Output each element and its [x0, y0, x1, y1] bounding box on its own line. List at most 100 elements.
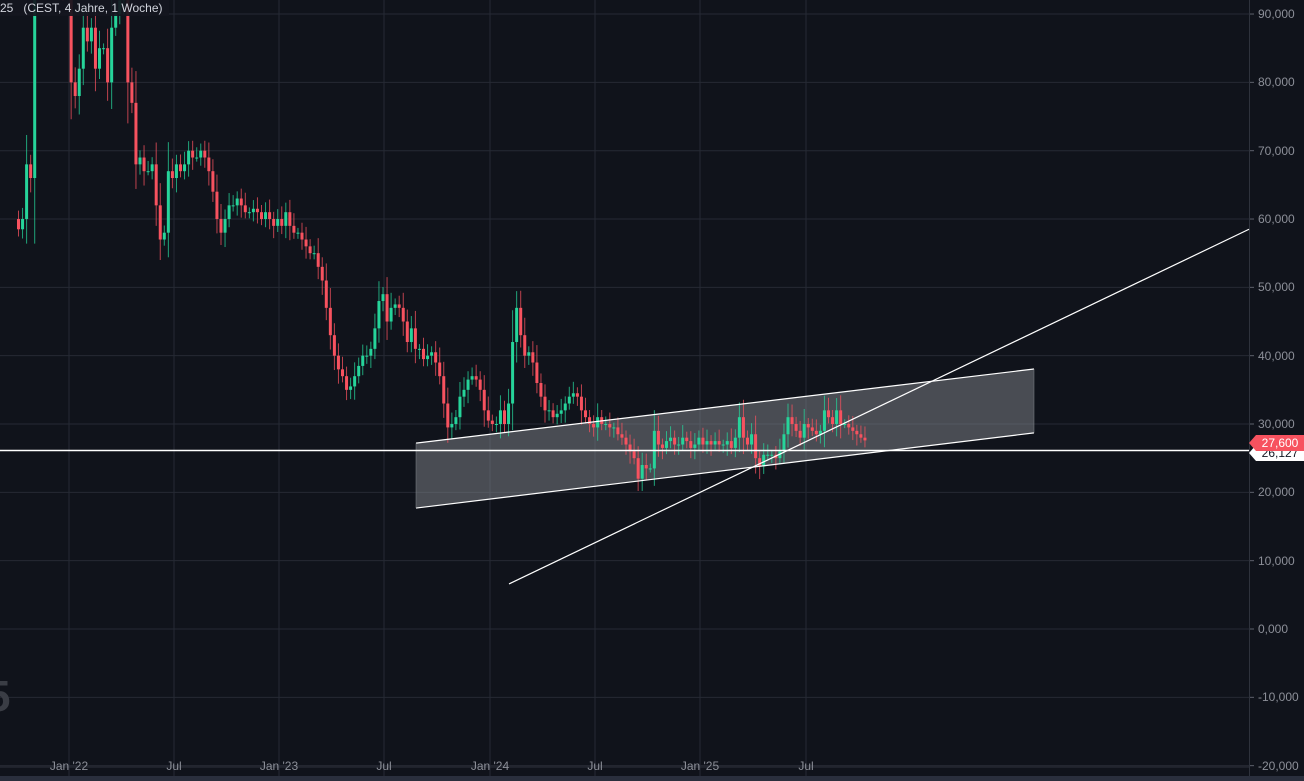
candle-body — [571, 393, 575, 397]
candle-body — [211, 171, 215, 192]
candle-body — [142, 157, 146, 172]
candle-body — [345, 376, 349, 390]
candle-body — [729, 441, 733, 448]
candle-body — [292, 225, 296, 233]
candle-body — [632, 451, 636, 459]
candle-body — [251, 208, 255, 213]
candle-body — [523, 335, 527, 356]
candle-body — [616, 427, 620, 435]
candle-body — [567, 396, 571, 404]
candle-body — [750, 434, 754, 445]
candle-body — [717, 441, 721, 445]
candle-body — [498, 410, 502, 425]
candle-body — [713, 441, 717, 445]
candle-body — [389, 307, 393, 322]
candle-body — [555, 413, 559, 418]
candle-body — [746, 437, 749, 445]
candle-body — [102, 48, 106, 50]
candle-body — [741, 417, 745, 438]
candle-body — [235, 198, 239, 206]
candle-body — [417, 348, 421, 350]
price-axis-label: 50,000 — [1258, 280, 1295, 295]
candle-body — [847, 424, 851, 428]
candle-body — [215, 191, 219, 220]
candle-body — [798, 430, 802, 438]
candle-body — [179, 164, 182, 172]
candle-body — [563, 403, 567, 411]
candle-body — [494, 424, 498, 426]
candle-body — [381, 294, 385, 302]
candle-body — [810, 427, 814, 431]
candle-body — [81, 27, 85, 69]
candle-body — [264, 212, 268, 220]
candle-body — [831, 417, 835, 425]
time-axis-label: Jan '23 — [259, 759, 299, 773]
candle-body — [304, 239, 308, 247]
candle-body — [422, 348, 425, 360]
candle-body — [369, 348, 373, 356]
candle-body — [843, 424, 847, 426]
candle-body — [77, 68, 81, 97]
candle-body — [737, 417, 741, 438]
candle-body — [357, 365, 361, 377]
candle-body — [187, 150, 191, 165]
candle-body — [454, 417, 458, 425]
candle-body — [223, 219, 227, 233]
candle-body — [814, 430, 818, 435]
candle-body — [203, 150, 207, 158]
candle-body — [519, 307, 523, 336]
price-axis-label: -10,000 — [1258, 690, 1299, 705]
candle-body — [17, 219, 20, 230]
candle-body — [377, 301, 381, 329]
candle-body — [405, 321, 409, 343]
candle-body — [413, 328, 417, 349]
candle-body — [778, 451, 782, 459]
candle-body — [620, 434, 624, 438]
candle-body — [721, 444, 725, 446]
candle-body — [806, 424, 810, 428]
candle-body — [608, 424, 612, 428]
candle-body — [341, 369, 344, 377]
candle-body — [640, 465, 644, 479]
chart-legend: 25 (CEST, 4 Jahre, 1 Woche) — [0, 0, 169, 16]
time-axis-label: Jul — [166, 759, 182, 773]
candle-body — [725, 441, 729, 445]
candle-body — [373, 328, 377, 349]
candle-body — [130, 82, 134, 103]
candle-body — [231, 205, 235, 207]
candle-body — [255, 208, 259, 213]
candles — [17, 0, 867, 491]
candle-body — [296, 232, 300, 234]
candle-body — [766, 454, 770, 456]
candle-body — [588, 417, 592, 425]
candle-body — [138, 157, 142, 165]
candle-body — [628, 444, 632, 452]
candle-body — [146, 171, 150, 173]
candle-body — [361, 355, 365, 366]
candle-body — [219, 219, 223, 233]
candle-body — [579, 396, 583, 411]
candle-body — [584, 410, 587, 418]
candle-body — [162, 232, 166, 240]
candle-body — [401, 307, 405, 322]
candle-body — [677, 444, 681, 446]
candle-body — [462, 389, 466, 397]
candle-body — [652, 430, 656, 469]
candle-body — [693, 444, 697, 448]
candle-body — [507, 403, 511, 425]
candle-body — [227, 205, 231, 220]
candle-body — [665, 441, 668, 448]
time-axis-label: Jan '22 — [49, 759, 89, 773]
candle-body — [98, 48, 101, 69]
candle-body — [790, 417, 794, 425]
candle-body — [308, 246, 312, 254]
candle-body — [612, 427, 616, 429]
candle-body — [158, 205, 162, 240]
candle-body — [644, 465, 648, 469]
candle-body — [93, 27, 97, 69]
candle-body — [818, 430, 822, 435]
candle-body — [89, 27, 93, 42]
candle-body — [697, 437, 701, 445]
candle-body — [191, 150, 195, 158]
